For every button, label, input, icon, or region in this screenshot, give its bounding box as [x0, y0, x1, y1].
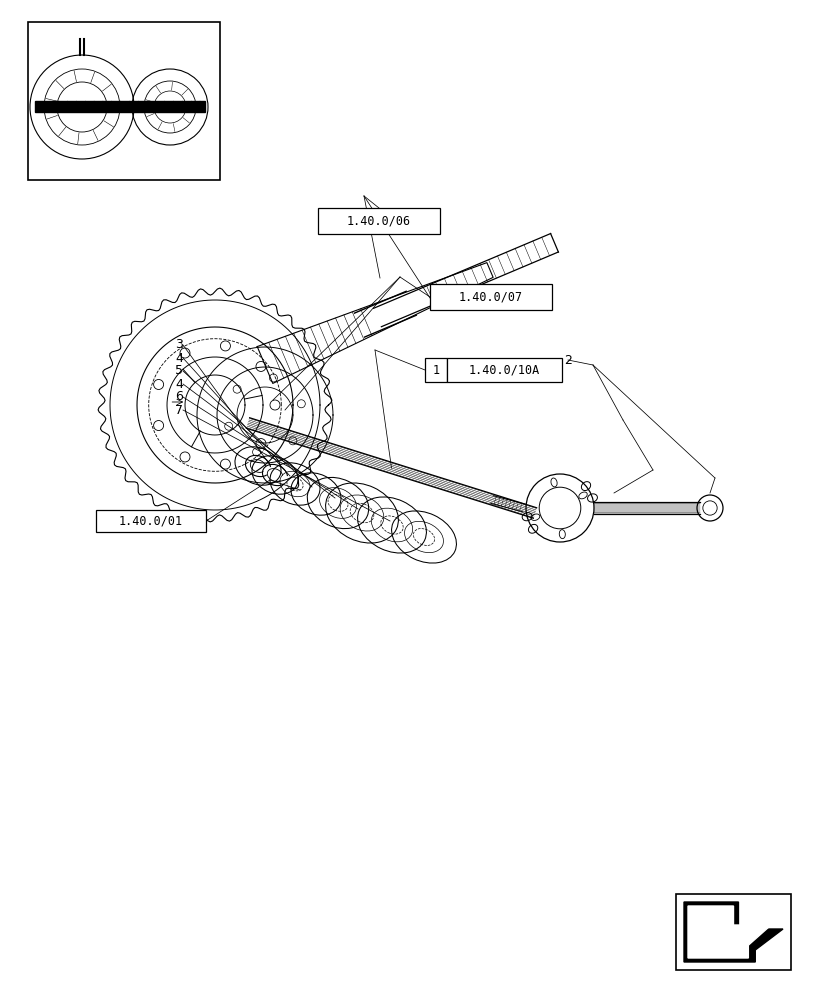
Bar [675, 894, 790, 970]
Polygon shape [687, 906, 770, 958]
Text: 4: 4 [175, 352, 183, 364]
Bar [429, 284, 552, 310]
Bar [318, 208, 439, 234]
Bar [424, 358, 447, 382]
Polygon shape [683, 902, 782, 962]
Text: 2: 2 [563, 354, 571, 366]
Text: 1.40.0/01: 1.40.0/01 [119, 514, 183, 528]
Bar [96, 510, 206, 532]
Text: 1.40.0/06: 1.40.0/06 [347, 215, 410, 228]
Text: 5: 5 [174, 364, 183, 377]
Text: 3: 3 [175, 338, 183, 352]
Text: 1.40.0/07: 1.40.0/07 [458, 290, 523, 304]
Text: 1: 1 [432, 363, 439, 376]
Bar [28, 22, 220, 180]
Text: 1.40.0/10A: 1.40.0/10A [468, 363, 539, 376]
Bar [35, 101, 205, 112]
Text: 6: 6 [175, 390, 183, 403]
Bar [447, 358, 562, 382]
Text: 7: 7 [174, 403, 183, 416]
Text: 4: 4 [175, 377, 183, 390]
